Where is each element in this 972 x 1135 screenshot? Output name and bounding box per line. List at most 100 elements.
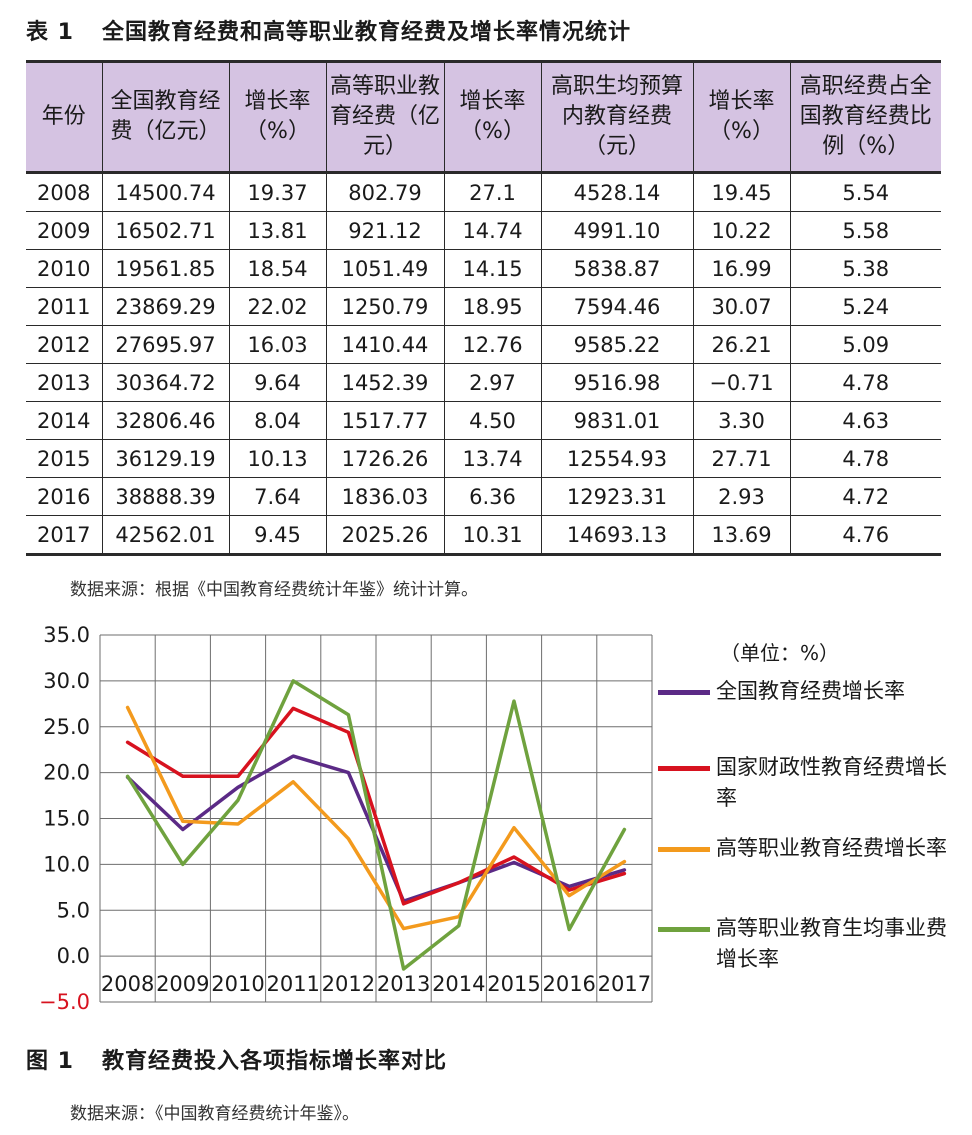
x-tick-label: 2009 bbox=[156, 972, 209, 996]
figure-caption-text: 教育经费投入各项指标增长率对比 bbox=[101, 1049, 447, 1074]
value-cell: −0.71 bbox=[692, 363, 790, 402]
value-cell: 4.50 bbox=[443, 401, 541, 440]
value-cell: 1726.26 bbox=[325, 439, 444, 478]
year-cell: 2013 bbox=[26, 363, 102, 402]
y-tick-label: 20.0 bbox=[43, 761, 90, 785]
value-cell: 38888.39 bbox=[101, 477, 229, 516]
value-cell: 32806.46 bbox=[101, 401, 229, 440]
value-cell: 19561.85 bbox=[101, 249, 229, 288]
value-cell: 9.45 bbox=[228, 515, 326, 556]
value-cell: 4.76 bbox=[789, 515, 941, 556]
x-tick-label: 2012 bbox=[322, 972, 375, 996]
header-cell: 全国教育经费（亿元） bbox=[101, 60, 229, 174]
series-line bbox=[125, 679, 627, 971]
legend-swatch bbox=[658, 766, 710, 771]
value-cell: 27.71 bbox=[692, 439, 790, 478]
value-cell: 19.45 bbox=[692, 172, 790, 212]
legend-swatch bbox=[658, 690, 710, 695]
stats-table: 年份 全国教育经费（亿元） 增长率（%） 高等职业教育经费（亿元） 增长率（%） 高职生均… bbox=[26, 60, 941, 556]
value-cell: 27.1 bbox=[443, 172, 541, 212]
value-cell: 22.02 bbox=[228, 287, 326, 326]
value-cell: 4.78 bbox=[789, 439, 941, 478]
y-tick-label: 0.0 bbox=[57, 944, 90, 968]
value-cell: 2025.26 bbox=[325, 515, 444, 556]
year-cell: 2016 bbox=[26, 477, 102, 516]
table-row: 2014 32806.46 8.04 1517.77 4.50 9831.01 3.30 4.… bbox=[26, 401, 941, 440]
value-cell: 9585.22 bbox=[540, 325, 693, 364]
table-row: 2016 38888.39 7.64 1836.03 6.36 12923.31 2.93 4… bbox=[26, 477, 941, 516]
value-cell: 27695.97 bbox=[101, 325, 229, 364]
table-body: 2008 14500.74 19.37 802.79 27.1 4528.14 19.45 5… bbox=[26, 172, 941, 556]
header-cell: 高职经费占全国教育经费比例（%） bbox=[789, 60, 941, 174]
table-row: 2017 42562.01 9.45 2025.26 10.31 14693.13 13.6… bbox=[26, 515, 941, 556]
value-cell: 14693.13 bbox=[540, 515, 693, 556]
value-cell: 5.54 bbox=[789, 172, 941, 212]
table-row: 2010 19561.85 18.54 1051.49 14.15 5838.87 16.9… bbox=[26, 249, 941, 288]
value-cell: 42562.01 bbox=[101, 515, 229, 556]
value-cell: 12554.93 bbox=[540, 439, 693, 478]
y-tick-label: 25.0 bbox=[43, 715, 90, 739]
value-cell: 5.38 bbox=[789, 249, 941, 288]
header-cell: 高等职业教育经费（亿元） bbox=[325, 60, 444, 174]
value-cell: 18.54 bbox=[228, 249, 326, 288]
value-cell: 26.21 bbox=[692, 325, 790, 364]
value-cell: 9516.98 bbox=[540, 363, 693, 402]
x-tick-label: 2015 bbox=[487, 972, 540, 996]
value-cell: 12923.31 bbox=[540, 477, 693, 516]
value-cell: 3.30 bbox=[692, 401, 790, 440]
value-cell: 6.36 bbox=[443, 477, 541, 516]
x-tick-label: 2013 bbox=[377, 972, 430, 996]
header-cell: 年份 bbox=[26, 60, 102, 174]
value-cell: 2.93 bbox=[692, 477, 790, 516]
value-cell: 1051.49 bbox=[325, 249, 444, 288]
header-cell: 增长率（%） bbox=[692, 60, 790, 174]
figure-caption: 图 1 教育经费投入各项指标增长率对比 bbox=[26, 1043, 447, 1075]
value-cell: 9831.01 bbox=[540, 401, 693, 440]
value-cell: 4991.10 bbox=[540, 211, 693, 250]
year-cell: 2011 bbox=[26, 287, 102, 326]
value-cell: 5.58 bbox=[789, 211, 941, 250]
value-cell: 10.13 bbox=[228, 439, 326, 478]
x-tick-label: 2017 bbox=[598, 972, 651, 996]
value-cell: 30.07 bbox=[692, 287, 790, 326]
y-tick-label: 10.0 bbox=[43, 852, 90, 876]
value-cell: 2.97 bbox=[443, 363, 541, 402]
value-cell: 5838.87 bbox=[540, 249, 693, 288]
x-tick-label: 2014 bbox=[432, 972, 485, 996]
table-row: 2015 36129.19 10.13 1726.26 13.74 12554.93 27.… bbox=[26, 439, 941, 478]
year-cell: 2014 bbox=[26, 401, 102, 440]
value-cell: 7.64 bbox=[228, 477, 326, 516]
value-cell: 13.69 bbox=[692, 515, 790, 556]
value-cell: 14500.74 bbox=[101, 172, 229, 212]
table-header-row: 年份 全国教育经费（亿元） 增长率（%） 高等职业教育经费（亿元） 增长率（%） 高职生均… bbox=[26, 60, 941, 174]
table-row: 2008 14500.74 19.37 802.79 27.1 4528.14 19.45 5… bbox=[26, 172, 941, 212]
value-cell: 30364.72 bbox=[101, 363, 229, 402]
value-cell: 5.09 bbox=[789, 325, 941, 364]
x-tick-label: 2016 bbox=[542, 972, 595, 996]
value-cell: 1517.77 bbox=[325, 401, 444, 440]
value-cell: 13.74 bbox=[443, 439, 541, 478]
table-row: 2012 27695.97 16.03 1410.44 12.76 9585.22 26.2… bbox=[26, 325, 941, 364]
x-tick-label: 2010 bbox=[211, 972, 264, 996]
value-cell: 1836.03 bbox=[325, 477, 444, 516]
value-cell: 4.78 bbox=[789, 363, 941, 402]
value-cell: 16.03 bbox=[228, 325, 326, 364]
value-cell: 4528.14 bbox=[540, 172, 693, 212]
value-cell: 4.63 bbox=[789, 401, 941, 440]
value-cell: 5.24 bbox=[789, 287, 941, 326]
table-title: 表 1 全国教育经费和高等职业教育经费及增长率情况统计 bbox=[26, 14, 631, 46]
value-cell: 1410.44 bbox=[325, 325, 444, 364]
year-cell: 2009 bbox=[26, 211, 102, 250]
value-cell: 19.37 bbox=[228, 172, 326, 212]
table-title-text: 全国教育经费和高等职业教育经费及增长率情况统计 bbox=[101, 20, 631, 45]
legend-label: 高等职业教育经费增长率 bbox=[716, 836, 947, 860]
x-tick-label: 2008 bbox=[101, 972, 154, 996]
value-cell: 8.04 bbox=[228, 401, 326, 440]
figure-source-note: 数据来源：《中国教育经费统计年鉴》。 bbox=[70, 1104, 359, 1124]
legend-label: 国家财政性教育经费增长率 bbox=[716, 755, 947, 810]
header-cell: 高职生均预算内教育经费（元） bbox=[540, 60, 693, 174]
value-cell: 23869.29 bbox=[101, 287, 229, 326]
year-cell: 2017 bbox=[26, 515, 102, 556]
y-tick-label: 5.0 bbox=[57, 898, 90, 922]
